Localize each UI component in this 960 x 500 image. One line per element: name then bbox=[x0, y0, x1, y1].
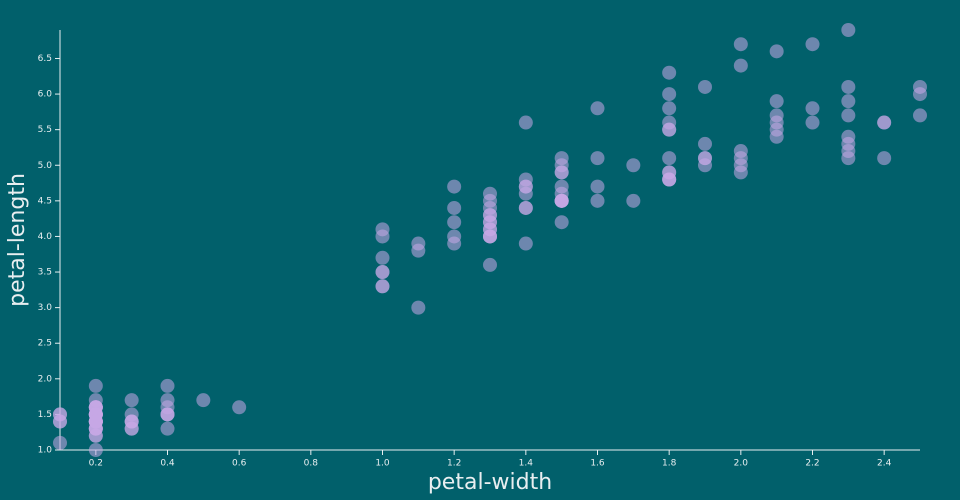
point bbox=[483, 257, 497, 272]
y-tick-label: 3.0 bbox=[38, 303, 53, 313]
x-axis-title: petal-width bbox=[428, 470, 552, 495]
y-tick-label: 5.5 bbox=[38, 125, 52, 135]
point bbox=[518, 236, 533, 251]
point bbox=[662, 101, 677, 116]
point bbox=[232, 400, 247, 415]
point bbox=[877, 151, 892, 166]
point bbox=[698, 136, 712, 151]
y-tick-label: 6.0 bbox=[38, 90, 53, 100]
point bbox=[590, 151, 605, 166]
y-tick-label: 6.5 bbox=[38, 54, 52, 64]
point bbox=[160, 407, 175, 422]
y-tick-label: 4.5 bbox=[38, 196, 52, 206]
point bbox=[88, 378, 103, 393]
point bbox=[160, 421, 175, 436]
point bbox=[590, 101, 605, 116]
point bbox=[375, 279, 390, 294]
x-tick-label: 1.8 bbox=[662, 459, 677, 469]
point bbox=[769, 129, 784, 144]
point bbox=[447, 200, 462, 215]
point bbox=[411, 243, 426, 258]
y-tick-label: 5.0 bbox=[38, 161, 53, 171]
point bbox=[662, 122, 677, 137]
point bbox=[841, 23, 856, 37]
point bbox=[53, 435, 67, 450]
point bbox=[841, 144, 856, 159]
point bbox=[447, 215, 462, 230]
point bbox=[518, 172, 533, 187]
y-tick-label: 4.0 bbox=[38, 232, 53, 242]
y-tick-label: 2.0 bbox=[38, 374, 53, 384]
y-tick-label: 1.0 bbox=[38, 446, 53, 456]
y-tick-label: 3.5 bbox=[38, 268, 52, 278]
point bbox=[733, 58, 748, 73]
point bbox=[447, 229, 462, 244]
point bbox=[88, 414, 103, 429]
x-tick-label: 2.0 bbox=[734, 459, 749, 469]
point bbox=[518, 186, 533, 201]
point bbox=[733, 37, 748, 52]
point bbox=[698, 79, 712, 94]
point bbox=[554, 193, 569, 208]
point bbox=[662, 87, 677, 102]
point bbox=[124, 393, 139, 408]
x-tick-label: 1.4 bbox=[519, 459, 534, 469]
point bbox=[841, 94, 856, 109]
point bbox=[88, 443, 103, 457]
x-tick-label: 0.4 bbox=[160, 459, 175, 469]
x-tick-label: 1.6 bbox=[590, 459, 605, 469]
y-tick-label: 2.5 bbox=[38, 339, 52, 349]
point bbox=[769, 115, 784, 130]
point bbox=[662, 65, 677, 80]
point bbox=[733, 144, 748, 159]
x-tick-label: 0.2 bbox=[89, 459, 103, 469]
point bbox=[841, 79, 856, 94]
point bbox=[913, 108, 927, 123]
point bbox=[554, 215, 569, 230]
point bbox=[841, 129, 856, 144]
point bbox=[483, 222, 497, 237]
point bbox=[447, 179, 462, 194]
point bbox=[160, 378, 175, 393]
point bbox=[483, 186, 497, 201]
point bbox=[518, 200, 533, 215]
point bbox=[53, 414, 67, 429]
y-axis-title: petal-length bbox=[5, 173, 30, 307]
point bbox=[375, 265, 390, 280]
x-tick-label: 2.4 bbox=[877, 459, 892, 469]
point bbox=[877, 115, 892, 130]
point bbox=[626, 158, 641, 173]
point bbox=[913, 79, 927, 94]
point bbox=[375, 250, 390, 265]
point bbox=[769, 94, 784, 109]
point bbox=[124, 414, 139, 429]
point bbox=[769, 44, 784, 59]
x-tick-label: 0.6 bbox=[232, 459, 247, 469]
point bbox=[483, 208, 497, 223]
point bbox=[805, 37, 820, 52]
x-tick-label: 0.8 bbox=[304, 459, 319, 469]
x-tick-label: 1.2 bbox=[447, 459, 461, 469]
point bbox=[698, 158, 712, 173]
point bbox=[662, 172, 677, 187]
point bbox=[841, 108, 856, 123]
point bbox=[518, 115, 533, 130]
point bbox=[733, 165, 748, 180]
point bbox=[662, 151, 677, 166]
x-tick-label: 2.2 bbox=[805, 459, 819, 469]
y-tick-label: 1.5 bbox=[38, 410, 52, 420]
point bbox=[554, 179, 569, 194]
point bbox=[626, 193, 641, 208]
point bbox=[805, 101, 820, 116]
point bbox=[554, 151, 569, 166]
point bbox=[196, 393, 211, 408]
point bbox=[375, 222, 390, 237]
point bbox=[411, 300, 426, 315]
x-tick-label: 1.0 bbox=[375, 459, 390, 469]
point bbox=[590, 179, 605, 194]
point bbox=[805, 115, 820, 130]
point bbox=[590, 193, 605, 208]
